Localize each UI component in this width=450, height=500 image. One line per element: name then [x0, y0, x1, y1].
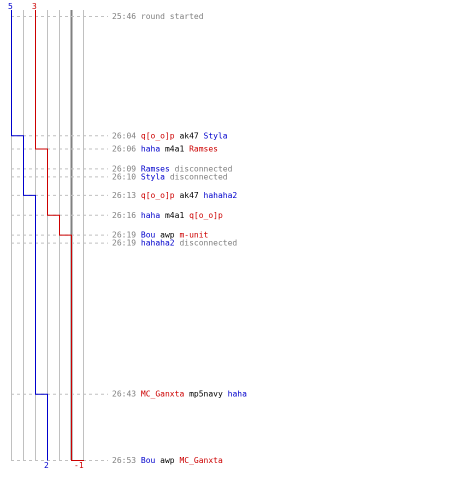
event-text: Styla: [141, 172, 165, 181]
event-time: 26:04: [112, 131, 141, 140]
event-text: disconnected: [165, 172, 228, 181]
event-time: 26:13: [112, 191, 141, 200]
event-time: 26:10: [112, 172, 141, 181]
event-entry: 26:04 q[o_o]p ak47 Styla: [112, 131, 228, 140]
event-entry: 26:43 MC_Ganxta mp5navy haha: [112, 390, 247, 399]
event-text: ak47: [175, 191, 204, 200]
event-entry: 26:19 hahaha2 disconnected: [112, 239, 237, 248]
event-text: hahaha2: [204, 191, 238, 200]
event-time: 26:09: [112, 164, 141, 173]
event-text: mp5navy: [184, 390, 227, 399]
event-entry: 26:09 Ramses disconnected: [112, 164, 233, 173]
event-entry: 26:10 Styla disconnected: [112, 172, 228, 181]
event-time: 26:19: [112, 231, 141, 240]
event-text: ak47: [175, 131, 204, 140]
event-text: MC_Ganxta: [179, 456, 223, 465]
event-text: haha: [228, 390, 247, 399]
event-time: 25:46: [112, 12, 141, 21]
event-text: m4a1: [160, 145, 189, 154]
event-entry: 26:53 Bou awp MC_Ganxta: [112, 456, 223, 465]
event-text: MC_Ganxta: [141, 390, 185, 399]
event-text: Ramses: [189, 145, 218, 154]
event-text: Styla: [204, 131, 228, 140]
event-entry: 26:19 Bou awp m-unit: [112, 231, 209, 240]
series-line-red: [35, 10, 84, 461]
event-time: 26:43: [112, 390, 141, 399]
event-time: 26:06: [112, 145, 141, 154]
event-text: haha: [141, 211, 160, 220]
event-text: m-unit: [179, 231, 208, 240]
series-end-label-red: -1: [74, 461, 84, 470]
event-text: disconnected: [175, 239, 238, 248]
series-end-label-blue: 2: [44, 461, 49, 470]
event-text: awp: [155, 456, 179, 465]
event-text: m4a1: [160, 211, 189, 220]
event-text: q[o_o]p: [189, 211, 223, 220]
event-entry: 26:16 haha m4a1 q[o_o]p: [112, 211, 223, 220]
event-text: Bou: [141, 231, 156, 240]
event-text: q[o_o]p: [141, 191, 175, 200]
series-start-label-red: 3: [32, 2, 37, 11]
series-line-blue: [11, 10, 48, 461]
event-text: Ramses: [141, 164, 170, 173]
event-entry: 25:46 round started: [112, 12, 204, 21]
series-start-label-blue: 5: [8, 2, 13, 11]
event-time: 26:53: [112, 456, 141, 465]
event-time: 26:19: [112, 239, 141, 248]
event-text: hahaha2: [141, 239, 175, 248]
event-text: disconnected: [170, 164, 233, 173]
event-text: haha: [141, 145, 160, 154]
event-text: round started: [141, 12, 204, 21]
event-text: awp: [155, 231, 179, 240]
event-entry: 26:06 haha m4a1 Ramses: [112, 145, 218, 154]
event-text: q[o_o]p: [141, 131, 175, 140]
event-time: 26:16: [112, 211, 141, 220]
event-text: Bou: [141, 456, 156, 465]
event-entry: 26:13 q[o_o]p ak47 hahaha2: [112, 191, 237, 200]
